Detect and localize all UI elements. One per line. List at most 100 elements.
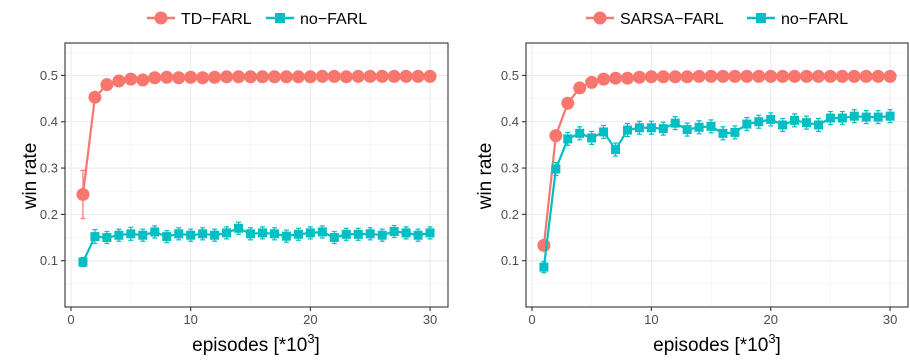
legend-2-series-1-marker	[593, 11, 607, 25]
series-2-1	[537, 69, 897, 252]
data-point	[575, 128, 585, 138]
data-point	[692, 69, 706, 83]
data-point	[776, 69, 790, 83]
data-point	[802, 118, 812, 128]
data-point	[811, 69, 825, 83]
data-point	[861, 112, 871, 122]
data-point	[704, 69, 718, 83]
data-point	[585, 75, 599, 89]
panel-border-2	[525, 42, 909, 308]
data-point	[232, 70, 246, 84]
data-point	[823, 69, 837, 83]
data-point	[162, 232, 172, 242]
data-point	[742, 119, 752, 129]
data-point	[423, 69, 437, 83]
data-point	[656, 70, 670, 84]
y-tick-label: 0.4	[501, 114, 519, 129]
legend-2-series-2-label: no−FARL	[781, 11, 848, 28]
y-tick-label: 0.4	[40, 114, 58, 129]
data-point	[317, 227, 327, 237]
y-tick-label: 0.1	[40, 253, 58, 268]
data-point	[269, 229, 279, 239]
data-point	[549, 129, 563, 143]
data-point	[281, 231, 291, 241]
data-point	[425, 228, 435, 238]
data-point	[813, 120, 823, 130]
data-point	[327, 69, 341, 83]
data-point	[102, 233, 112, 243]
data-point	[184, 70, 198, 84]
y-axis-title-1: win rate	[20, 143, 41, 211]
data-point	[668, 70, 682, 84]
data-point	[658, 124, 668, 134]
y-tick-label: 0.5	[40, 68, 58, 83]
data-point	[303, 70, 317, 84]
minor-gridlines-2	[526, 43, 908, 307]
data-point	[632, 70, 646, 84]
data-point	[847, 69, 861, 83]
data-point	[90, 232, 100, 242]
data-point	[124, 72, 138, 86]
data-point	[208, 70, 222, 84]
data-point	[341, 229, 351, 239]
data-point	[680, 70, 694, 84]
data-point	[825, 113, 835, 123]
data-point	[835, 69, 849, 83]
data-point	[399, 69, 413, 83]
x-axis-title-1: episodes [*103]	[192, 331, 320, 356]
data-point	[740, 69, 754, 83]
data-point	[88, 90, 102, 104]
y-tick-label: 0.1	[501, 253, 519, 268]
plot-area-2: 0.1 0.2 0.3 0.4 0.5 0 10 20 30	[501, 42, 909, 327]
series-1-2	[78, 221, 435, 268]
data-point	[112, 74, 126, 88]
plot-area-1: 0.1 0.2 0.3 0.4 0.5 0 10 20 30	[40, 42, 449, 327]
data-point	[859, 69, 873, 83]
data-point	[766, 114, 776, 124]
data-point	[387, 69, 401, 83]
data-point	[694, 122, 704, 132]
data-point	[136, 73, 150, 87]
data-point	[587, 133, 597, 143]
data-point	[764, 69, 778, 83]
data-point	[255, 70, 269, 84]
data-point	[561, 96, 575, 110]
x-axis-2: 0 10 20 30	[528, 307, 897, 327]
chart-panel-2: SARSA−FARL no−FARL 0.1 0.2 0.3 0.4 0.5 0 10 20 3…	[475, 11, 909, 356]
data-point	[291, 70, 305, 84]
data-point	[599, 127, 609, 137]
legend-1-series-2-label: no−FARL	[300, 11, 367, 28]
data-point	[800, 69, 814, 83]
data-point	[196, 71, 210, 85]
y-axis-1: 0.1 0.2 0.3 0.4 0.5	[40, 68, 65, 268]
data-point	[597, 72, 611, 86]
x-axis-title-2: episodes [*103]	[653, 331, 781, 356]
chart-panel-1: TD−FARL no−FARL 0.1 0.2 0.3 0.4 0.5 0 10 20 30 w…	[20, 11, 449, 356]
data-point	[389, 227, 399, 237]
x-tick-label: 30	[423, 312, 437, 327]
data-point	[222, 228, 232, 238]
x-axis-title-1-superscript: 3	[307, 331, 314, 346]
x-axis-title-1-close: ]	[315, 335, 320, 356]
data-point	[622, 125, 632, 135]
data-point	[76, 187, 90, 201]
data-point	[788, 69, 802, 83]
data-point	[728, 69, 742, 83]
data-point	[172, 71, 186, 85]
data-point	[279, 70, 293, 84]
data-point	[883, 69, 897, 83]
data-point	[539, 262, 549, 272]
data-point	[365, 229, 375, 239]
data-point	[413, 230, 423, 240]
x-tick-label: 0	[67, 312, 74, 327]
plot-background-1	[65, 43, 448, 307]
data-point	[718, 128, 728, 138]
y-axis-2: 0.1 0.2 0.3 0.4 0.5	[501, 68, 526, 268]
data-point	[551, 164, 561, 174]
x-axis-title-2-superscript: 3	[768, 331, 775, 346]
data-point	[778, 120, 788, 130]
data-point	[885, 111, 895, 121]
y-tick-label: 0.3	[40, 161, 58, 176]
x-axis-1: 0 10 20 30	[67, 307, 437, 327]
